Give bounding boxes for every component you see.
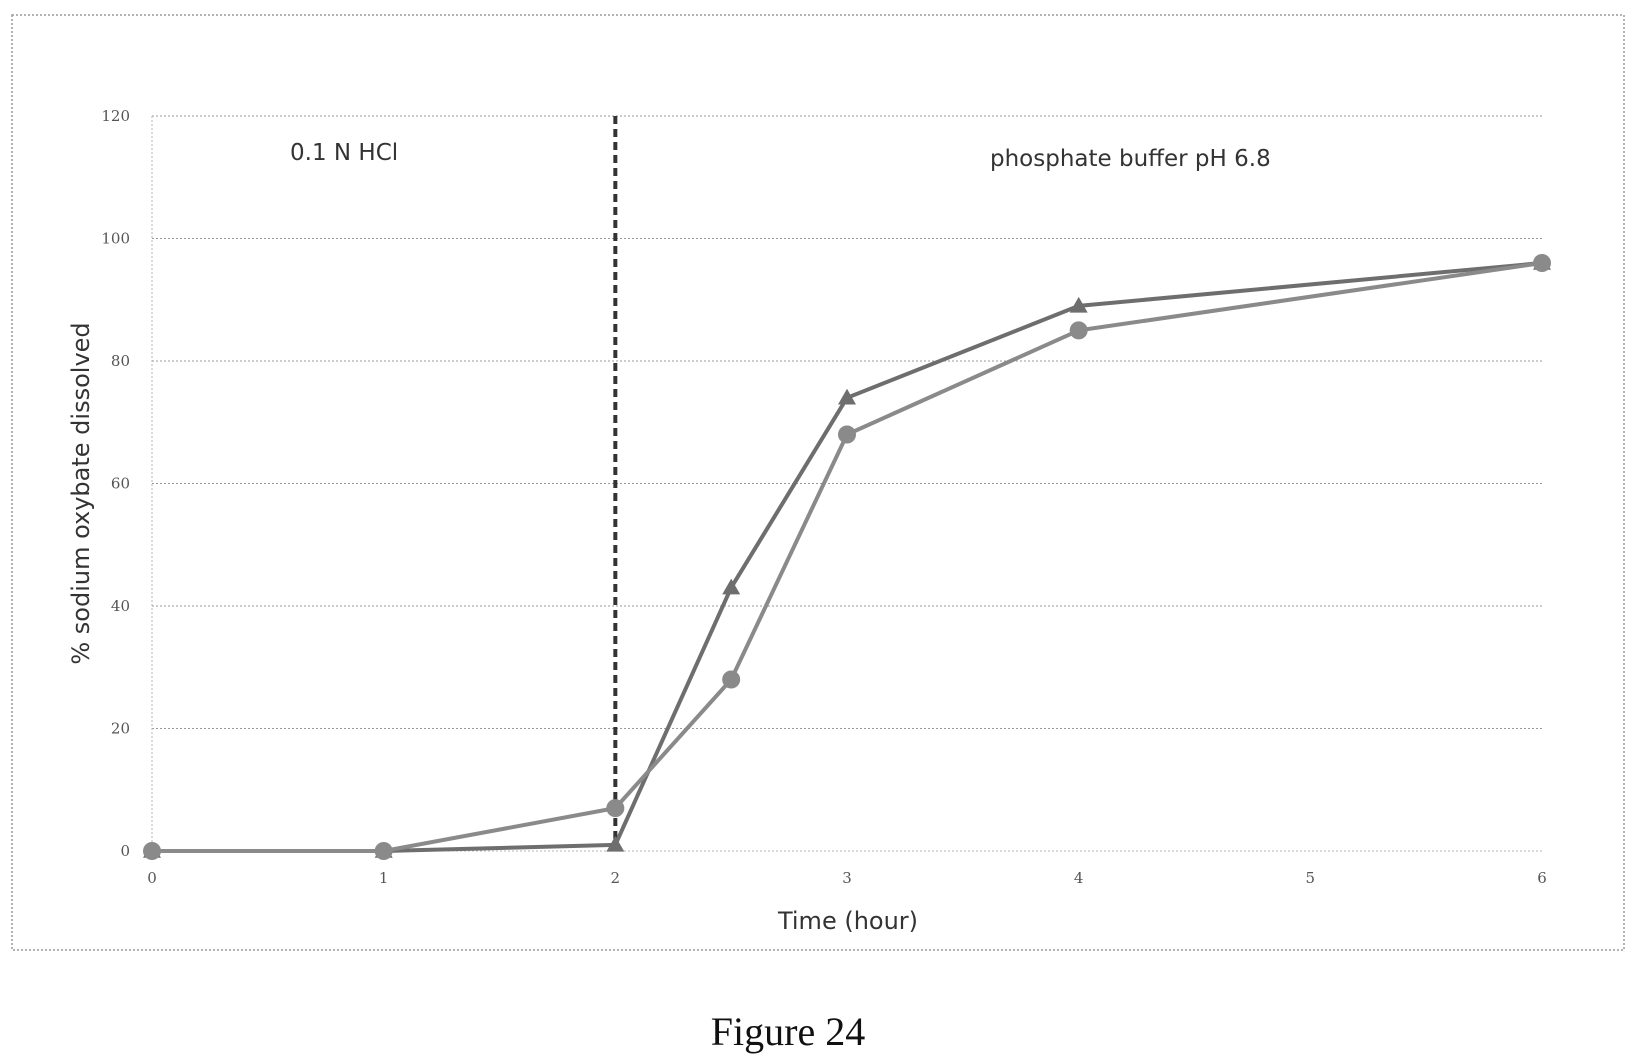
figure-caption: Figure 24 <box>711 1009 865 1054</box>
x-tick-label: 0 <box>147 869 157 887</box>
y-tick-labels: 0 20 40 60 80 100 120 <box>101 107 130 860</box>
y-tick-label: 0 <box>120 842 130 860</box>
x-tick-label: 5 <box>1306 869 1316 887</box>
gridlines <box>151 115 1542 852</box>
x-tick-label: 1 <box>379 869 389 887</box>
data-point-circle <box>374 842 393 860</box>
x-tick-label: 3 <box>842 869 852 887</box>
data-point-circle <box>722 670 741 689</box>
data-point-circle <box>838 425 856 444</box>
chart-frame <box>11 14 1625 951</box>
data-point-triangle <box>838 388 856 405</box>
y-tick-label: 20 <box>111 720 130 738</box>
x-tick-label: 6 <box>1537 869 1547 887</box>
data-point-circle <box>606 799 625 818</box>
x-tick-label: 4 <box>1074 869 1084 887</box>
data-point-triangle <box>1069 296 1088 313</box>
data-point-circle <box>1533 254 1551 272</box>
y-axis-title: % sodium oxybate dissolved <box>67 322 95 664</box>
y-tick-label: 40 <box>111 597 130 615</box>
x-axis-title: Time (hour) <box>777 907 918 935</box>
data-point-triangle <box>722 578 741 595</box>
data-point-triangle <box>606 835 625 852</box>
y-tick-label: 60 <box>111 475 130 493</box>
data-point-circle <box>1069 321 1088 340</box>
annotation-buffer-phase: phosphate buffer pH 6.8 <box>990 146 1271 172</box>
y-tick-label: 80 <box>111 352 130 370</box>
y-tick-label: 120 <box>101 107 130 125</box>
x-tick-label: 2 <box>611 869 621 887</box>
x-tick-labels: 0 1 2 3 4 5 6 <box>147 869 1547 887</box>
series-circle <box>143 254 1551 860</box>
series-group <box>143 254 1551 860</box>
annotation-acid-phase: 0.1 N HCl <box>290 140 398 166</box>
y-tick-label: 100 <box>101 230 130 248</box>
data-point-circle <box>143 842 161 860</box>
